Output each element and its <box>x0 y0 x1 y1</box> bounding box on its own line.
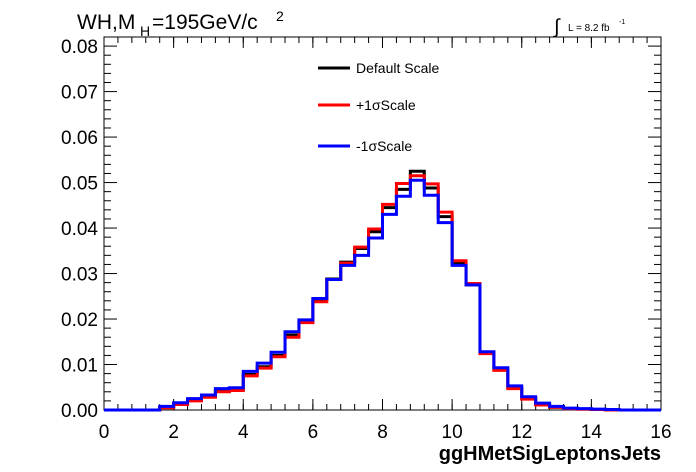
y-tick-label: 0.00 <box>61 401 98 422</box>
series-group <box>104 169 661 412</box>
y-tick-label: 0.08 <box>61 37 98 58</box>
y-tick-label: 0.05 <box>61 174 98 195</box>
legend-label-0: Default Scale <box>356 60 439 76</box>
y-tick-label: 0.02 <box>61 310 98 331</box>
luminosity-label: L = 8.2 fb <box>568 23 610 34</box>
y-tick-label: 0.01 <box>61 356 98 377</box>
y-tick-label: 0.07 <box>61 83 98 104</box>
x-tick-label: 2 <box>168 422 179 443</box>
y-tick-label: 0.06 <box>61 128 98 149</box>
x-tick-label: 12 <box>511 422 532 443</box>
x-tick-label: 10 <box>442 422 463 443</box>
legend-label-2: -1σScale <box>356 138 412 154</box>
x-tick-label: 6 <box>308 422 319 443</box>
title-subscript: H <box>140 23 150 39</box>
series-line-2 <box>104 178 661 412</box>
title-main: WH,M <box>77 11 135 34</box>
y-axis: 0.00 0.01 0.02 0.03 0.04 0.05 0.06 0.07 0.08 <box>61 36 661 422</box>
legend-label-1: +1σScale <box>356 97 416 113</box>
x-axis-label: ggHMetSigLeptonsJets <box>439 443 661 465</box>
x-tick-label: 14 <box>581 422 603 443</box>
y-tick-label: 0.04 <box>61 219 98 240</box>
title-superscript: 2 <box>276 8 284 24</box>
x-tick-label: 4 <box>238 422 249 443</box>
x-tick-label: 8 <box>377 422 388 443</box>
x-tick-label: 0 <box>99 422 110 443</box>
integral-icon: ∫ <box>553 16 561 38</box>
x-tick-label: 16 <box>650 422 671 443</box>
luminosity-superscript: -1 <box>619 19 625 26</box>
legend: Default Scale +1σScale -1σScale <box>318 60 439 154</box>
y-tick-label: 0.03 <box>61 265 98 286</box>
series-line-1 <box>104 174 661 412</box>
title-rest: =195GeV/c <box>152 11 258 34</box>
